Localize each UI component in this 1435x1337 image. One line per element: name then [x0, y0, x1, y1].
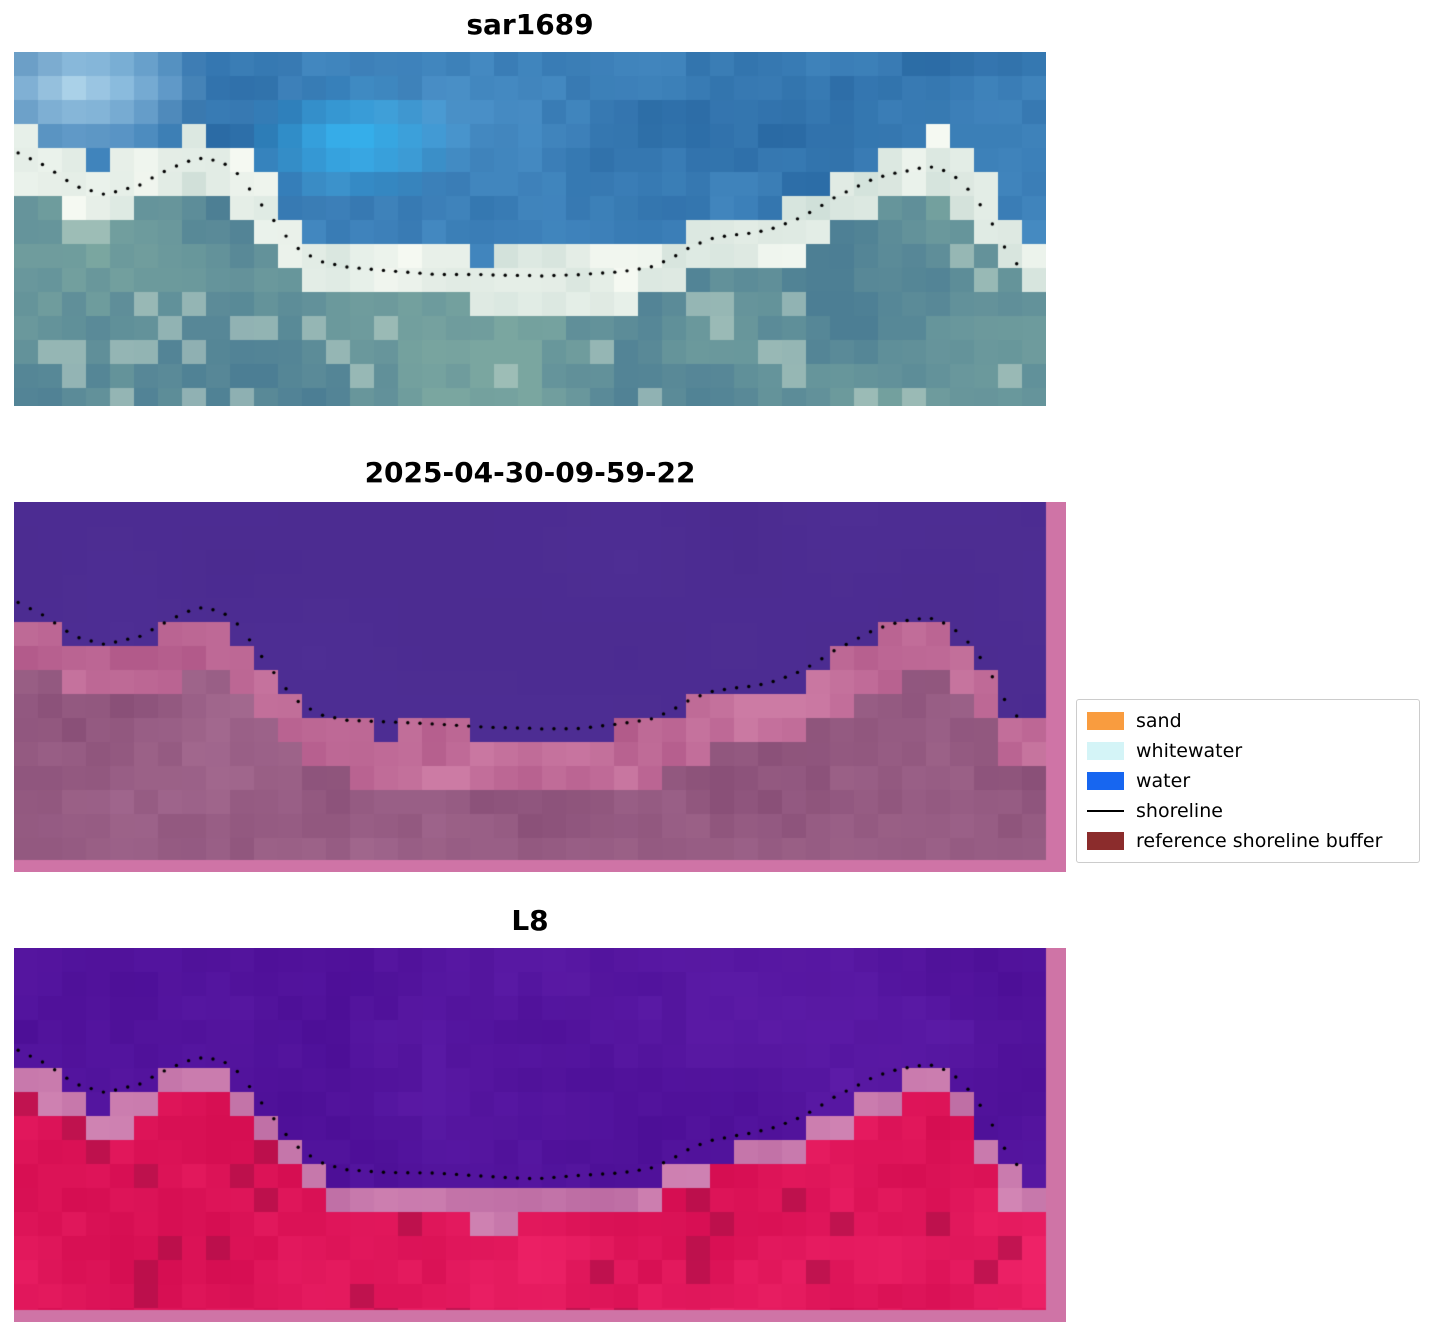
- legend: sand whitewater water shoreline reference sh…: [1076, 699, 1420, 863]
- panel-title-l8: L8: [511, 904, 549, 937]
- legend-label-sand: sand: [1136, 710, 1182, 732]
- panel-title-date: 2025-04-30-09-59-22: [364, 456, 696, 489]
- legend-label-water: water: [1136, 770, 1191, 792]
- shoreline-line-swatch: [1087, 810, 1124, 812]
- legend-item-whitewater: whitewater: [1087, 736, 1409, 766]
- legend-label-whitewater: whitewater: [1136, 740, 1243, 762]
- legend-label-shoreline: shoreline: [1136, 800, 1223, 822]
- legend-item-reference-shoreline-buffer: reference shoreline buffer: [1087, 826, 1409, 856]
- reference-shoreline-buffer-swatch: [1087, 832, 1124, 850]
- whitewater-swatch: [1087, 742, 1124, 760]
- sar-image-panel: [14, 52, 1046, 406]
- legend-item-shoreline: shoreline: [1087, 796, 1409, 826]
- legend-label-reference-shoreline-buffer: reference shoreline buffer: [1136, 830, 1383, 852]
- classified-image-panel: [14, 502, 1066, 872]
- panel-title-sar: sar1689: [466, 8, 594, 41]
- legend-item-sand: sand: [1087, 706, 1409, 736]
- l8-image-panel: [14, 948, 1066, 1322]
- legend-item-water: water: [1087, 766, 1409, 796]
- water-swatch: [1087, 772, 1124, 790]
- shoreline-swatch: [1087, 802, 1124, 820]
- sand-swatch: [1087, 712, 1124, 730]
